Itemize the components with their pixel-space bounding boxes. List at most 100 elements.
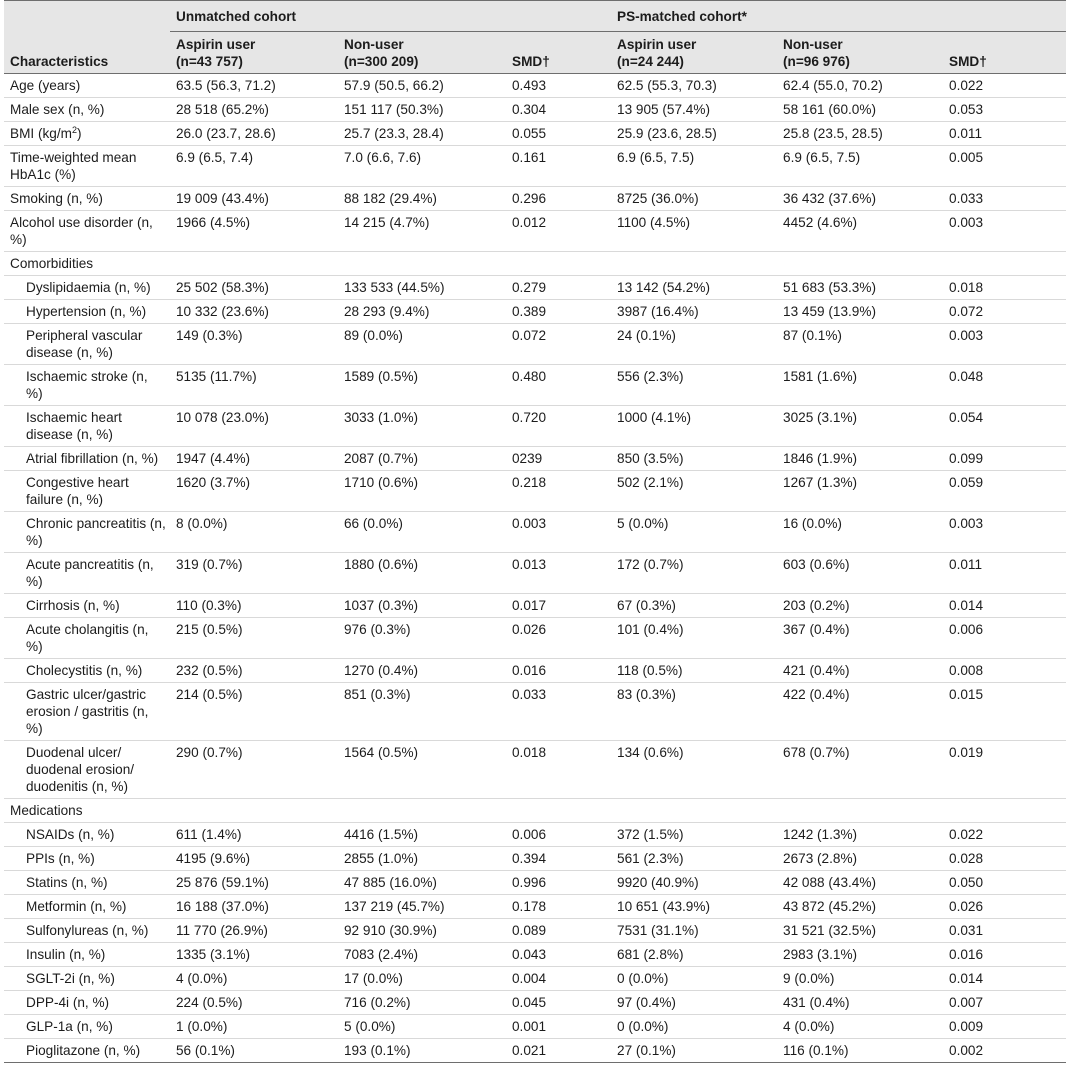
- unmatched-aspirin-cell: 6.9 (6.5, 7.4): [170, 145, 338, 187]
- matched-nonuser-cell: 1581 (1.6%): [777, 364, 944, 406]
- unmatched-nonuser-cell: 716 (0.2%): [338, 990, 506, 1015]
- matched-nonuser-cell: 3025 (3.1%): [777, 405, 944, 447]
- matched-aspirin-cell: 6.9 (6.5, 7.5): [611, 145, 778, 187]
- row-label: GLP-1a (n, %): [4, 1014, 170, 1039]
- matched-aspirin-cell: 118 (0.5%): [611, 658, 778, 683]
- matched-cohort-header: PS-matched cohort*: [611, 0, 1066, 32]
- matched-nonuser-cell: 203 (0.2%): [777, 593, 944, 618]
- row-label: Chronic pancreatitis (n, %): [4, 511, 170, 553]
- unmatched-aspirin-cell: 19 009 (43.4%): [170, 186, 338, 211]
- unmatched-nonuser-cell: 4416 (1.5%): [338, 822, 506, 847]
- table-row: Chronic pancreatitis (n, %) 8 (0.0%) 66 (0…: [4, 511, 1066, 553]
- unmatched-nonuser-cell: 7083 (2.4%): [338, 942, 506, 967]
- unmatched-aspirin-cell: 214 (0.5%): [170, 682, 338, 741]
- row-label: Cholecystitis (n, %): [4, 658, 170, 683]
- table-row: Pioglitazone (n, %) 56 (0.1%) 193 (0.1%) 0.…: [4, 1038, 1066, 1063]
- unmatched-aspirin-cell: 1620 (3.7%): [170, 470, 338, 512]
- matched-smd-cell: 0.028: [943, 846, 1066, 871]
- matched-aspirin-cell: 134 (0.6%): [611, 740, 778, 799]
- unmatched-aspirin-cell: 16 188 (37.0%): [170, 894, 338, 919]
- unmatched-smd-cell: 0.026: [506, 617, 612, 659]
- table-row: PPIs (n, %) 4195 (9.6%) 2855 (1.0%) 0.394 56…: [4, 846, 1066, 871]
- unmatched-smd-cell: 0.072: [506, 323, 612, 365]
- matched-smd-cell: 0.026: [943, 894, 1066, 919]
- unmatched-aspirin-cell: 5135 (11.7%): [170, 364, 338, 406]
- unmatched-nonuser-cell: 66 (0.0%): [338, 511, 506, 553]
- unmatched-aspirin-cell: 4 (0.0%): [170, 966, 338, 991]
- row-label: Ischaemic heart disease (n, %): [4, 405, 170, 447]
- row-label: Ischaemic stroke (n, %): [4, 364, 170, 406]
- matched-aspirin-cell: 25.9 (23.6, 28.5): [611, 121, 778, 146]
- matched-smd-cell: 0.099: [943, 446, 1066, 471]
- matched-aspirin-cell: 850 (3.5%): [611, 446, 778, 471]
- unmatched-cohort-header: Unmatched cohort: [170, 0, 612, 32]
- unmatched-aspirin-cell: 1335 (3.1%): [170, 942, 338, 967]
- matched-aspirin-cell: 7531 (31.1%): [611, 918, 778, 943]
- row-label: NSAIDs (n, %): [4, 822, 170, 847]
- matched-nonuser-cell: 421 (0.4%): [777, 658, 944, 683]
- row-label: Congestive heart failure (n, %): [4, 470, 170, 512]
- row-label: Duodenal ulcer/ duodenal erosion/ duoden…: [4, 740, 170, 799]
- header-n: (n=43 757): [176, 54, 243, 69]
- matched-smd-header: SMD†: [943, 31, 1066, 74]
- matched-nonuser-cell: 367 (0.4%): [777, 617, 944, 659]
- unmatched-smd-cell: 0.394: [506, 846, 612, 871]
- matched-nonuser-cell: 36 432 (37.6%): [777, 186, 944, 211]
- matched-smd-cell: 0.008: [943, 658, 1066, 683]
- matched-smd-cell: 0.003: [943, 210, 1066, 252]
- matched-aspirin-cell: 24 (0.1%): [611, 323, 778, 365]
- header-label: Non-user: [344, 37, 404, 52]
- matched-aspirin-cell: 101 (0.4%): [611, 617, 778, 659]
- row-label: DPP-4i (n, %): [4, 990, 170, 1015]
- unmatched-nonuser-cell: 25.7 (23.3, 28.4): [338, 121, 506, 146]
- matched-smd-cell: 0.050: [943, 870, 1066, 895]
- unmatched-nonuser-cell: 7.0 (6.6, 7.6): [338, 145, 506, 187]
- unmatched-nonuser-cell: 1710 (0.6%): [338, 470, 506, 512]
- table-row: Insulin (n, %) 1335 (3.1%) 7083 (2.4%) 0.04…: [4, 942, 1066, 967]
- baseline-characteristics-table: Unmatched cohort PS-matched cohort* Char…: [4, 0, 1066, 1063]
- matched-smd-cell: 0.009: [943, 1014, 1066, 1039]
- matched-nonuser-cell: 1267 (1.3%): [777, 470, 944, 512]
- table-row: Atrial fibrillation (n, %) 1947 (4.4%) 208…: [4, 446, 1066, 471]
- header-label: Aspirin user: [617, 37, 697, 52]
- matched-aspirin-cell: 3987 (16.4%): [611, 299, 778, 324]
- unmatched-aspirin-cell: 1966 (4.5%): [170, 210, 338, 252]
- unmatched-nonuser-cell: 92 910 (30.9%): [338, 918, 506, 943]
- matched-smd-cell: 0.005: [943, 145, 1066, 187]
- superscript: 2: [71, 125, 77, 135]
- row-label: Alcohol use disorder (n, %): [4, 210, 170, 252]
- table-row: Smoking (n, %) 19 009 (43.4%) 88 182 (29.4…: [4, 186, 1066, 211]
- matched-smd-cell: 0.054: [943, 405, 1066, 447]
- unmatched-smd-cell: 0.017: [506, 593, 612, 618]
- matched-aspirin-cell: 502 (2.1%): [611, 470, 778, 512]
- row-label: Atrial fibrillation (n, %): [4, 446, 170, 471]
- row-label: Hypertension (n, %): [4, 299, 170, 324]
- unmatched-smd-cell: 0.480: [506, 364, 612, 406]
- row-label: Male sex (n, %): [4, 97, 170, 122]
- unmatched-aspirin-cell: 25 876 (59.1%): [170, 870, 338, 895]
- unmatched-nonuser-cell: 5 (0.0%): [338, 1014, 506, 1039]
- unmatched-nonuser-cell: 193 (0.1%): [338, 1038, 506, 1063]
- matched-smd-cell: 0.011: [943, 121, 1066, 146]
- table-row: BMI (kg/m2) 26.0 (23.7, 28.6) 25.7 (23.3, …: [4, 121, 1066, 146]
- unmatched-smd-cell: 0.389: [506, 299, 612, 324]
- matched-smd-cell: 0.048: [943, 364, 1066, 406]
- table-row: Ischaemic heart disease (n, %) 10 078 (23…: [4, 405, 1066, 447]
- row-label: Gastric ulcer/gastric erosion / gastriti…: [4, 682, 170, 741]
- row-label: Cirrhosis (n, %): [4, 593, 170, 618]
- characteristics-header: Characteristics: [4, 31, 170, 74]
- table-row: Congestive heart failure (n, %) 1620 (3.7…: [4, 470, 1066, 512]
- matched-aspirin-cell: 83 (0.3%): [611, 682, 778, 741]
- unmatched-smd-cell: 0.004: [506, 966, 612, 991]
- unmatched-smd-cell: 0.003: [506, 511, 612, 553]
- matched-smd-cell: 0.006: [943, 617, 1066, 659]
- unmatched-nonuser-cell: 17 (0.0%): [338, 966, 506, 991]
- row-label: Acute pancreatitis (n, %): [4, 552, 170, 594]
- matched-smd-cell: 0.003: [943, 323, 1066, 365]
- group-header-row: Unmatched cohort PS-matched cohort*: [4, 0, 1066, 32]
- matched-aspirin-cell: 9920 (40.9%): [611, 870, 778, 895]
- row-label: Acute cholangitis (n, %): [4, 617, 170, 659]
- unmatched-nonuser-cell: 137 219 (45.7%): [338, 894, 506, 919]
- unmatched-smd-cell: 0.006: [506, 822, 612, 847]
- unmatched-aspirin-cell: 224 (0.5%): [170, 990, 338, 1015]
